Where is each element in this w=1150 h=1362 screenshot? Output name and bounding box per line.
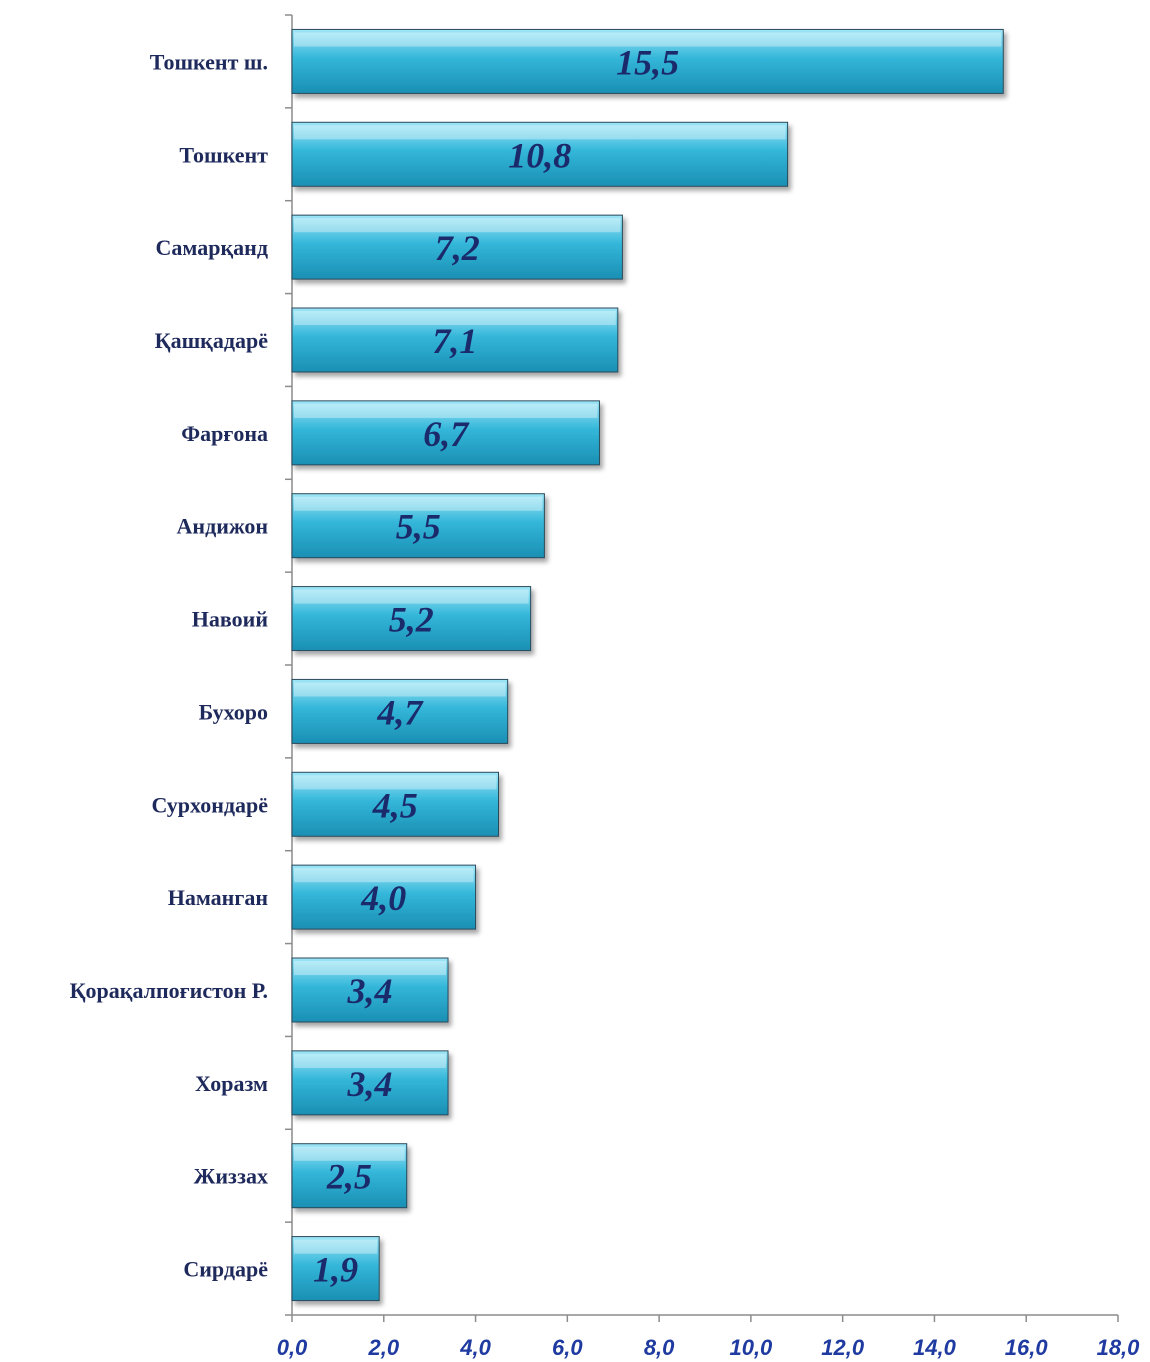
category-label: Жиззах [194, 1164, 268, 1189]
data-label: 3,4 [347, 971, 393, 1011]
data-label: 5,5 [396, 507, 441, 547]
bar [291, 307, 619, 373]
x-tick-label: 4,0 [459, 1335, 491, 1360]
bar [291, 493, 545, 559]
category-label: Наманган [168, 885, 269, 910]
category-label: Самарқанд [156, 235, 268, 260]
x-tick-label: 8,0 [644, 1335, 675, 1360]
data-label: 10,8 [508, 135, 571, 175]
bar-highlight [294, 125, 786, 140]
bar-highlight [294, 682, 506, 697]
x-tick-label: 10,0 [729, 1335, 773, 1360]
category-label: Қорақалпоғистон Р. [70, 978, 268, 1003]
x-tick-label: 6,0 [552, 1335, 583, 1360]
x-tick-label: 14,0 [913, 1335, 957, 1360]
bar [291, 678, 509, 744]
data-label: 3,4 [347, 1064, 393, 1104]
data-label: 2,5 [326, 1157, 372, 1197]
bar-highlight [294, 1053, 447, 1068]
bar-highlight [294, 32, 1002, 47]
category-label: Сурхондарё [151, 792, 268, 817]
category-label: Фарғона [181, 421, 268, 446]
bar-highlight [294, 775, 497, 790]
category-label: Қашқадарё [155, 328, 269, 353]
bar-highlight [294, 1146, 405, 1161]
bar [291, 586, 532, 652]
x-tick-label: 12,0 [821, 1335, 865, 1360]
x-tick-label: 0,0 [277, 1335, 308, 1360]
bar [291, 864, 477, 930]
bar-highlight [294, 868, 474, 883]
category-label: Андижон [177, 514, 269, 539]
data-label: 6,7 [423, 414, 470, 454]
bar [291, 214, 623, 280]
data-label: 7,2 [435, 228, 480, 268]
bar-highlight [294, 961, 447, 976]
data-label: 15,5 [616, 42, 679, 82]
data-label: 4,5 [372, 785, 418, 825]
bar-highlight [294, 218, 621, 233]
bar [291, 28, 1004, 94]
bar [291, 771, 499, 837]
data-label: 4,0 [360, 878, 406, 918]
category-label: Сирдарё [183, 1257, 268, 1282]
x-tick-label: 16,0 [1005, 1335, 1049, 1360]
x-tick-label: 2,0 [367, 1335, 399, 1360]
data-label: 1,9 [313, 1250, 358, 1290]
x-tick-label: 18,0 [1097, 1335, 1141, 1360]
data-label: 5,2 [389, 600, 434, 640]
bar-highlight [294, 589, 529, 604]
bar-highlight [294, 403, 598, 418]
bar [291, 1236, 380, 1302]
category-label: Бухоро [199, 699, 268, 724]
category-label: Тошкент [179, 142, 268, 167]
bar [291, 1143, 408, 1209]
bar [291, 121, 789, 187]
category-label: Навоий [192, 607, 269, 632]
data-label: 7,1 [432, 321, 477, 361]
bar [291, 1050, 449, 1116]
category-label: Тошкент ш. [150, 49, 268, 74]
data-label: 4,7 [376, 692, 424, 732]
bar [291, 957, 449, 1023]
bar-highlight [294, 1239, 378, 1254]
bar [291, 400, 600, 466]
bar-highlight [294, 311, 616, 326]
bar-highlight [294, 496, 543, 511]
category-label: Хоразм [195, 1071, 268, 1096]
